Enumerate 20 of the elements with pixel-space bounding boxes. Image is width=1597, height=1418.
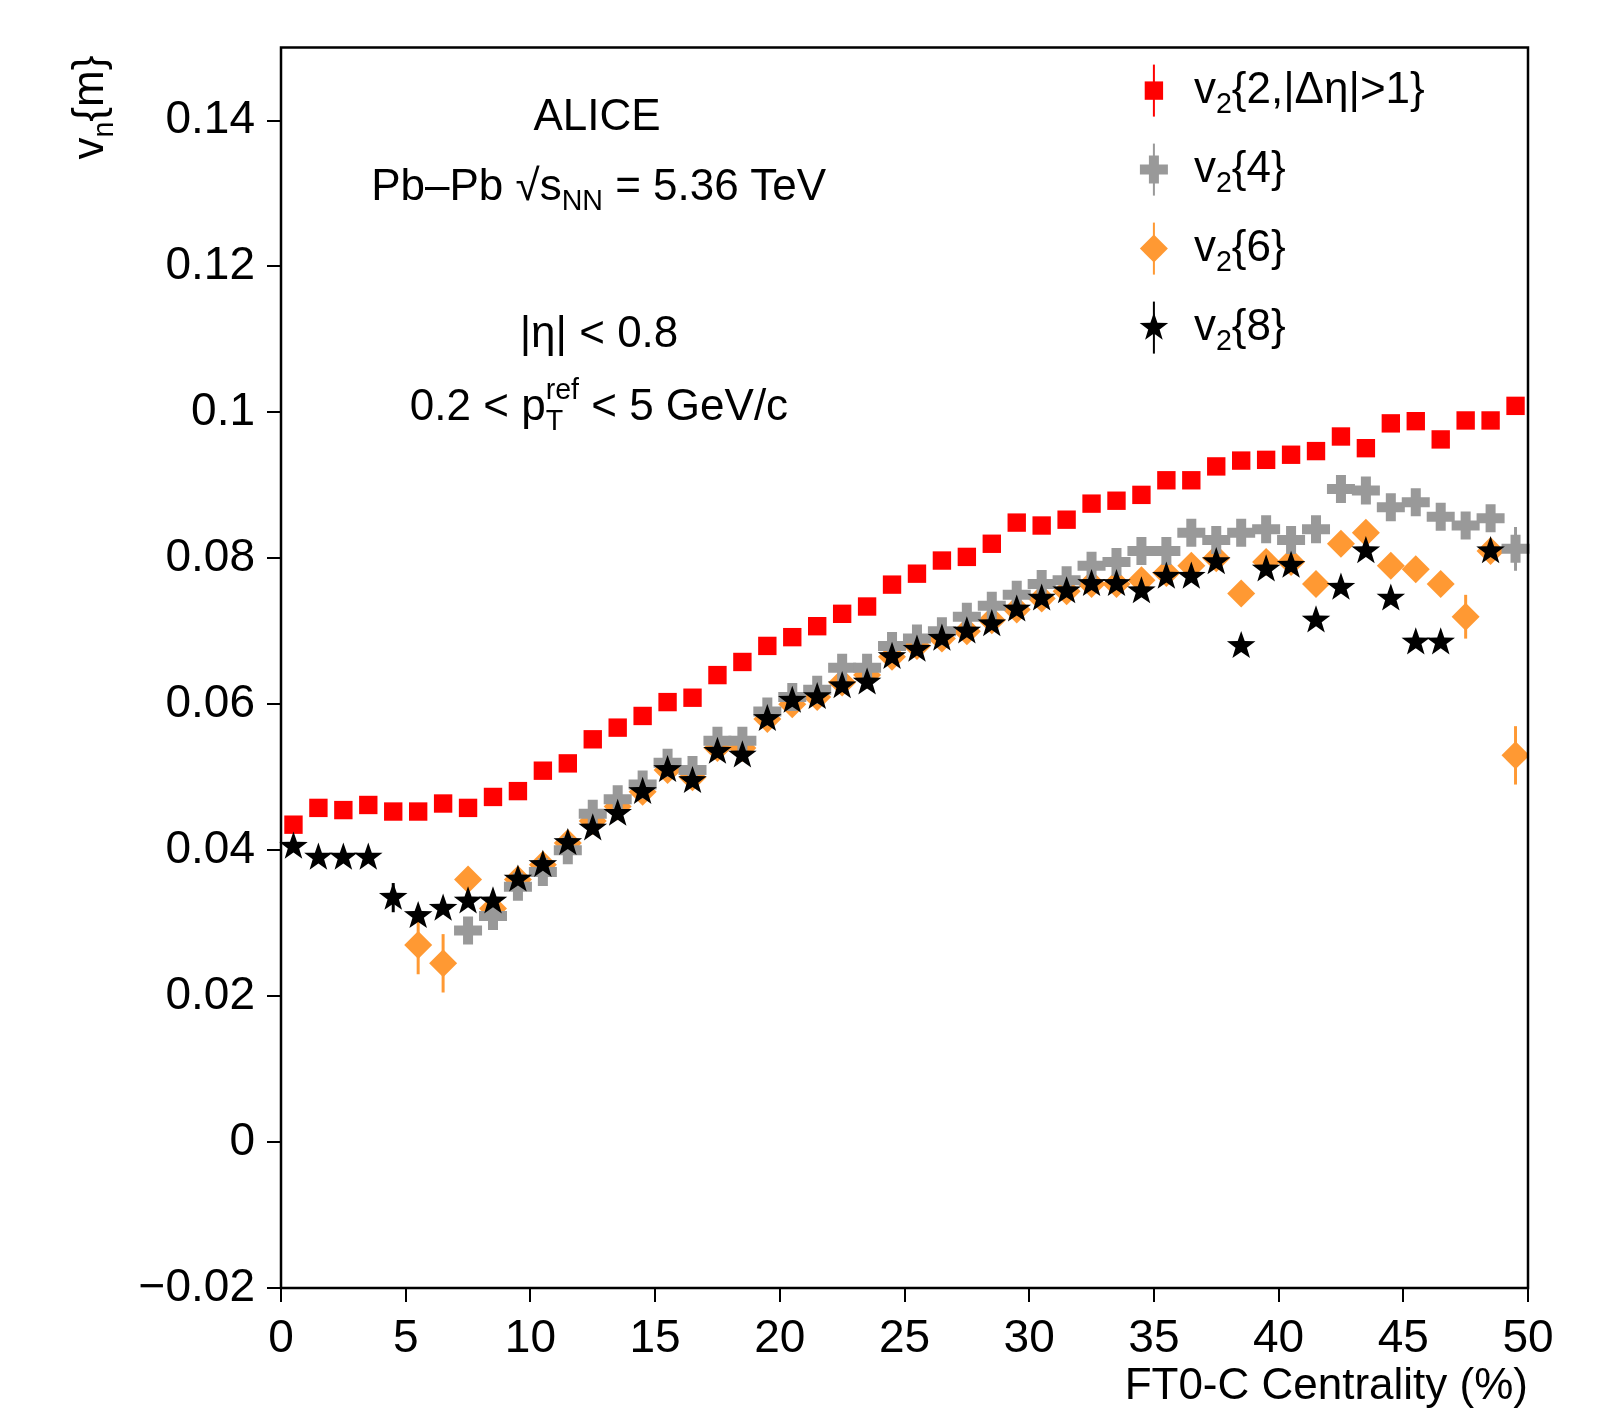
x-tick-label: 20 <box>754 1310 806 1363</box>
x-tick-label: 5 <box>392 1310 419 1363</box>
annotation: ALICE <box>533 89 661 139</box>
x-tick-label: 30 <box>1003 1310 1055 1363</box>
annotation: |η| < 0.8 <box>519 306 679 356</box>
x-tick-label: 10 <box>504 1310 556 1363</box>
y-tick-label: 0.08 <box>165 529 255 582</box>
y-tick-label: 0.02 <box>165 966 255 1019</box>
y-tick-label: 0.06 <box>165 674 255 727</box>
x-tick-label: 0 <box>268 1310 294 1363</box>
y-tick-label: 0.12 <box>165 237 255 290</box>
y-tick-label: −0.02 <box>138 1258 255 1311</box>
x-tick-label: 15 <box>629 1310 681 1363</box>
y-tick-label: 0.04 <box>165 820 255 873</box>
y-tick-label: 0 <box>229 1112 255 1165</box>
legend-label: v2{2,|Δη|>1} <box>1193 62 1425 119</box>
x-tick-label: 25 <box>878 1310 931 1363</box>
y-axis-title: vn{m} <box>63 55 119 160</box>
y-tick-label: 0.14 <box>165 91 255 144</box>
y-tick-label: 0.1 <box>191 383 255 436</box>
